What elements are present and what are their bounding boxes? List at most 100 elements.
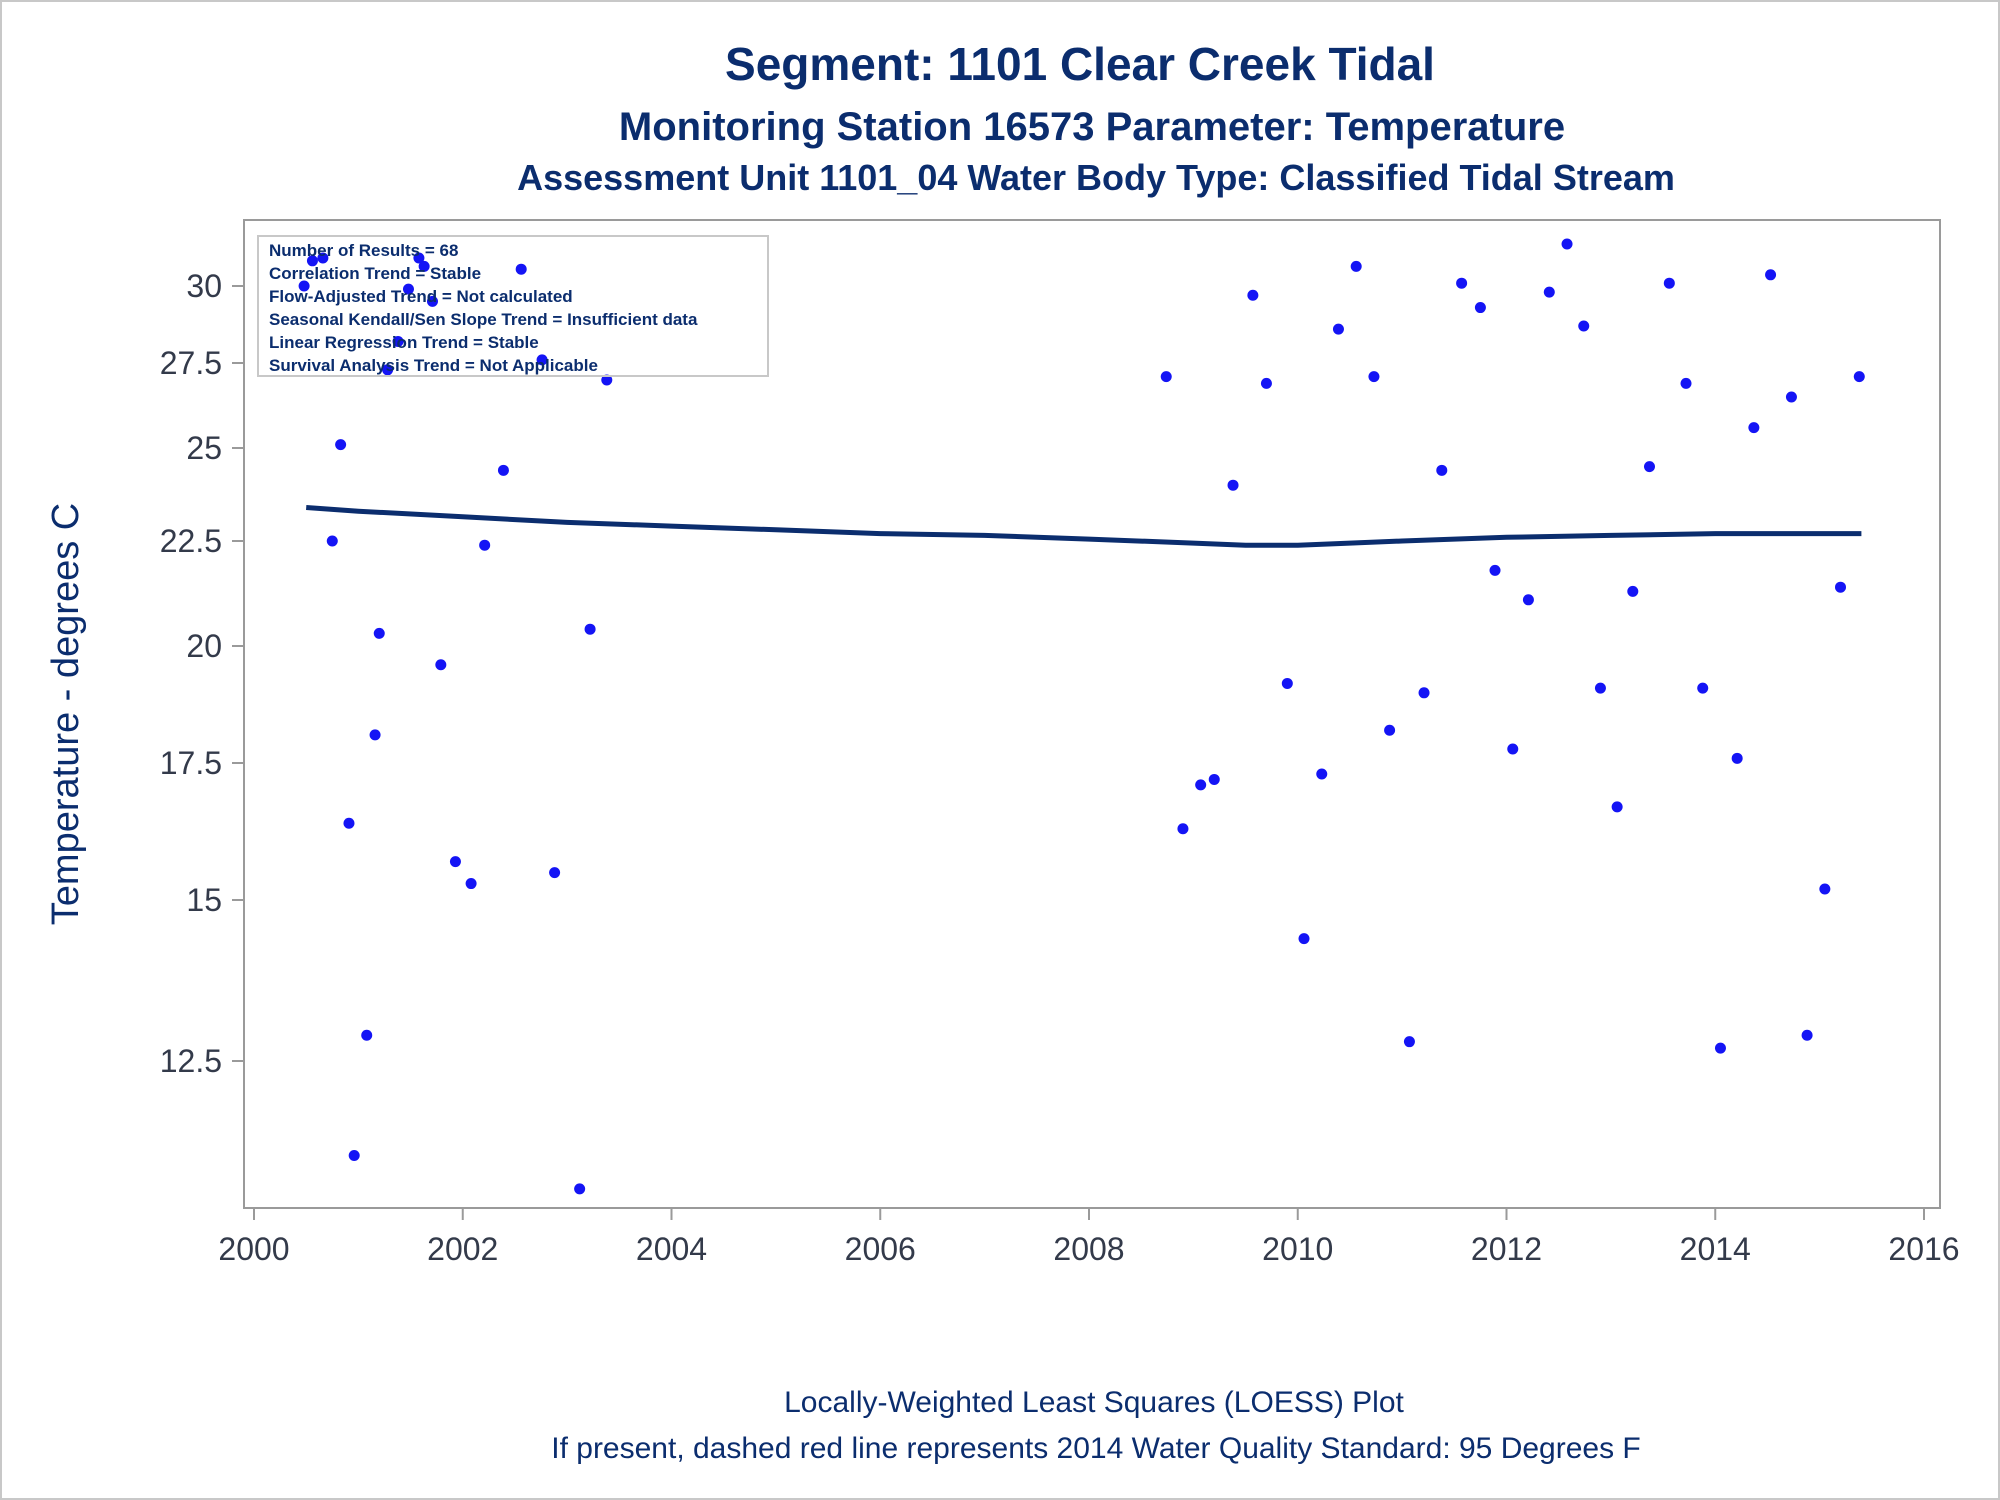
data-point xyxy=(1316,768,1328,780)
data-point xyxy=(1456,277,1468,289)
data-point xyxy=(1801,1029,1813,1041)
footnote-2: If present, dashed red line represents 2… xyxy=(551,1432,1641,1465)
data-point xyxy=(1835,581,1846,593)
data-point xyxy=(426,295,438,307)
data-point xyxy=(306,255,318,267)
x-tick-label: 2004 xyxy=(636,1231,707,1267)
data-point xyxy=(1474,302,1486,314)
data-point xyxy=(1208,773,1220,785)
inset-line-3: Flow-Adjusted Trend = Not calculated xyxy=(269,287,573,306)
x-tick-label: 2000 xyxy=(218,1231,289,1267)
data-point xyxy=(413,252,425,264)
data-point xyxy=(382,364,394,376)
data-point xyxy=(418,260,430,272)
data-point xyxy=(1819,883,1831,895)
y-tick-label: 30 xyxy=(186,268,222,304)
x-tick-label: 2006 xyxy=(845,1231,916,1267)
data-point xyxy=(1522,594,1534,606)
data-point xyxy=(1663,277,1675,289)
data-point xyxy=(1643,461,1655,473)
x-tick-label: 2012 xyxy=(1471,1231,1542,1267)
data-point xyxy=(1543,286,1555,298)
data-point xyxy=(1350,260,1362,272)
data-point xyxy=(1260,377,1272,389)
inset-line-2: Correlation Trend = Stable xyxy=(269,264,481,283)
data-point xyxy=(335,439,347,451)
data-point xyxy=(1195,779,1207,791)
y-tick-label: 22.5 xyxy=(160,523,222,559)
data-point xyxy=(1611,801,1623,813)
data-points xyxy=(298,238,1865,1195)
x-tick-label: 2014 xyxy=(1680,1231,1751,1267)
stats-inset: Number of Results = 68 Correlation Trend… xyxy=(257,235,769,377)
data-point xyxy=(465,878,477,890)
data-point xyxy=(1748,422,1760,434)
y-axis-title: Temperature - degrees C xyxy=(45,503,87,925)
inset-line-5: Linear Regression Trend = Stable xyxy=(269,333,539,352)
data-point xyxy=(1714,1042,1726,1054)
data-point xyxy=(348,1150,360,1162)
data-point xyxy=(497,464,509,476)
data-point xyxy=(1594,682,1606,694)
stats-inset-box xyxy=(257,235,769,377)
y-tick-label: 20 xyxy=(186,628,222,664)
data-point xyxy=(1177,823,1189,835)
data-point xyxy=(1332,323,1344,335)
data-point xyxy=(1561,238,1573,250)
inset-line-6: Survival Analysis Trend = Not Applicable xyxy=(269,356,598,375)
data-point xyxy=(1281,677,1293,689)
data-point xyxy=(601,374,613,386)
footnote-1: Locally-Weighted Least Squares (LOESS) P… xyxy=(784,1386,1404,1419)
data-point xyxy=(536,354,548,366)
y-tick-label: 17.5 xyxy=(160,745,222,781)
x-tick-label: 2002 xyxy=(427,1231,498,1267)
x-tick-label: 2016 xyxy=(1888,1231,1959,1267)
y-axis: 12.5 15 17.5 20 22.5 25 27.5 30 xyxy=(160,268,244,1079)
x-tick-label: 2010 xyxy=(1262,1231,1333,1267)
y-tick-label: 25 xyxy=(186,430,222,466)
data-point xyxy=(1680,377,1692,389)
x-axis: 2000 2002 2004 2006 2008 2010 2012 2014 2016 xyxy=(218,1208,1960,1267)
y-tick-label: 27.5 xyxy=(160,345,222,381)
data-point xyxy=(343,817,355,829)
data-point xyxy=(479,539,491,551)
chart-subtitle-2: Assessment Unit 1101_04 Water Body Type:… xyxy=(517,157,1675,198)
data-point xyxy=(361,1029,373,1041)
data-point xyxy=(298,280,310,292)
data-point xyxy=(435,659,447,671)
inset-line-1: Number of Results = 68 xyxy=(269,241,458,260)
data-point xyxy=(1785,391,1797,403)
data-point xyxy=(402,283,414,295)
data-point xyxy=(1765,269,1777,281)
data-point xyxy=(1697,682,1709,694)
data-point xyxy=(1578,320,1590,332)
y-tick-label: 15 xyxy=(186,882,222,918)
data-point xyxy=(1853,371,1865,383)
data-point xyxy=(1247,289,1259,301)
data-point xyxy=(1160,371,1172,383)
data-point xyxy=(574,1183,586,1195)
data-point xyxy=(1418,687,1430,699)
loess-line xyxy=(306,505,1862,548)
data-point xyxy=(1384,724,1396,736)
chart-subtitle: Monitoring Station 16573 Parameter: Temp… xyxy=(619,105,1565,149)
data-point xyxy=(1227,479,1239,491)
data-point xyxy=(584,623,596,635)
data-point xyxy=(392,335,404,347)
data-point xyxy=(1403,1036,1415,1048)
data-point xyxy=(326,535,338,547)
data-point xyxy=(1731,752,1743,764)
data-point xyxy=(373,627,385,639)
data-point xyxy=(1489,564,1501,576)
plot-area xyxy=(243,219,1941,1209)
data-point xyxy=(1507,743,1519,755)
data-point xyxy=(1298,933,1310,945)
data-point xyxy=(1368,371,1380,383)
data-point xyxy=(449,856,461,868)
data-point xyxy=(1436,464,1448,476)
x-tick-label: 2008 xyxy=(1053,1231,1124,1267)
chart-title: Segment: 1101 Clear Creek Tidal xyxy=(725,38,1435,90)
data-point xyxy=(549,867,561,879)
